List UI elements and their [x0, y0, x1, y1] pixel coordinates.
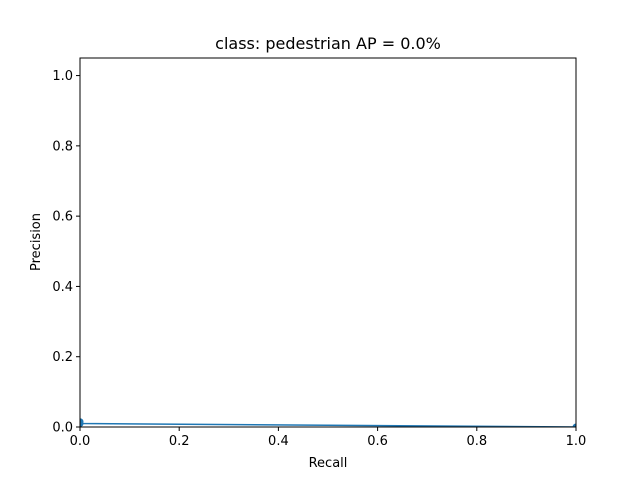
- x-tick-label: 1.0: [566, 434, 587, 449]
- y-axis-label: Precision: [29, 213, 44, 271]
- y-tick-label: 0.2: [52, 350, 73, 365]
- y-tick-label: 0.8: [52, 139, 73, 154]
- y-tick-label: 0.4: [52, 280, 73, 295]
- series-group: [80, 418, 576, 427]
- plot-frame: [79, 57, 577, 428]
- x-tick-label: 0.0: [70, 434, 91, 449]
- axis-ticks: 0.0 0.2 0.4 0.6 0.8 1.0 0.0 0.2 0.4 0.6 0.8 1.0: [52, 69, 586, 449]
- data-point: [80, 419, 84, 427]
- series-line: [80, 421, 576, 427]
- y-tick-label: 0.6: [52, 210, 73, 225]
- data-point: [572, 423, 576, 427]
- x-tick-label: 0.4: [268, 434, 289, 449]
- x-axis-label: Recall: [309, 456, 348, 471]
- y-tick-label: 0.0: [52, 421, 73, 436]
- y-tick-label: 1.0: [52, 69, 73, 84]
- chart-title: class: pedestrian AP = 0.0%: [215, 34, 441, 53]
- x-tick-label: 0.2: [169, 434, 190, 449]
- x-tick-label: 0.8: [466, 434, 487, 449]
- x-tick-label: 0.6: [367, 434, 388, 449]
- plot-area: [80, 418, 576, 427]
